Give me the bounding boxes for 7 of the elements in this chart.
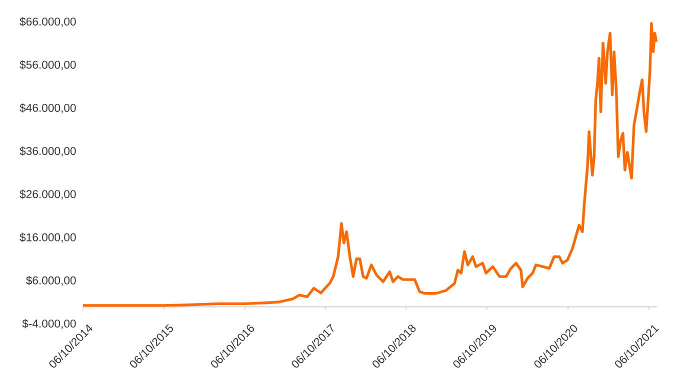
y-tick-label: $36.000,00 [20, 146, 76, 156]
y-tick-label: $56.000,00 [20, 60, 76, 70]
y-tick-label: $46.000,00 [20, 103, 76, 114]
y-tick-label: $26.000,00 [20, 190, 76, 200]
y-tick-label: $16.000,00 [20, 232, 76, 243]
y-tick-label: $6.000,00 [26, 276, 76, 286]
y-tick-label: $66.000,00 [20, 17, 76, 27]
